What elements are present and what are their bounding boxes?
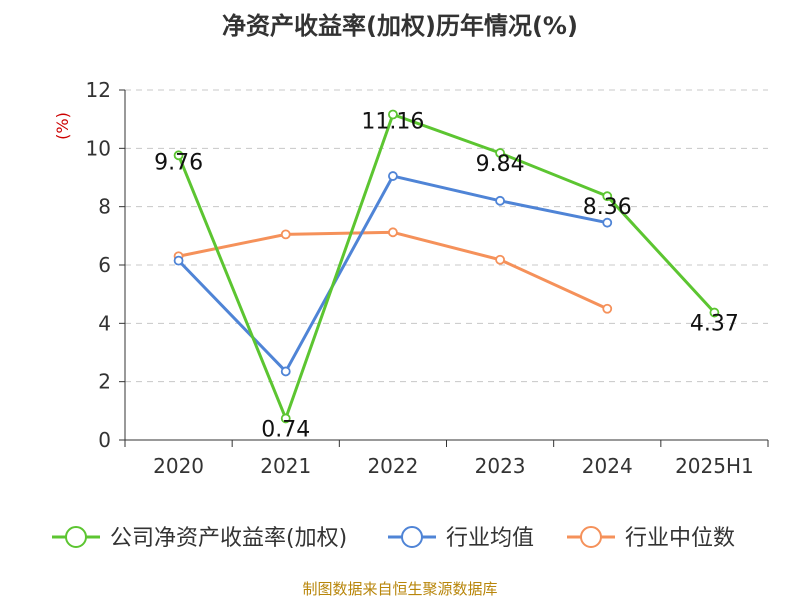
series-1-point-2021 <box>280 366 291 377</box>
series-2-point-2023 <box>495 254 505 265</box>
y-tick-label-6: 6 <box>98 253 111 277</box>
legend-label-1: 行业均值 <box>446 526 534 551</box>
series-0-point-2025H1 <box>709 307 720 318</box>
y-axis-label: (%) <box>53 112 72 140</box>
data-label-2020: 9.76 <box>154 150 203 175</box>
series-1 <box>173 171 613 377</box>
y-tick-label-0: 0 <box>98 428 111 452</box>
data-label-2025H1: 4.37 <box>690 312 739 337</box>
data-label-2023: 9.84 <box>476 152 525 177</box>
legend-swatch-marker-1 <box>401 526 423 548</box>
chart-title: 净资产收益率(加权)历年情况(%) <box>222 12 578 40</box>
data-labels: 9.76 0.74 11.16 9.84 8.36 4.37 <box>154 110 739 443</box>
legend-swatch-marker-2 <box>580 526 602 548</box>
legend-swatch-marker-0 <box>65 526 87 548</box>
series-2 <box>173 227 613 314</box>
series-lines <box>173 109 720 424</box>
series-1-point-2020 <box>173 255 184 266</box>
x-tick-label-2021: 2021 <box>260 454 311 478</box>
series-0 <box>173 109 720 424</box>
axes: 0 2 4 6 8 10 12 2020 2021 2022 2023 2024 2025H1 <box>86 78 769 478</box>
legend-label-0: 公司净资产收益率(加权) <box>110 526 347 551</box>
data-label-2022: 11.16 <box>361 110 424 135</box>
data-label-2021: 0.74 <box>261 417 310 442</box>
series-line-1 <box>177 174 608 373</box>
series-0-point-2020 <box>173 150 184 161</box>
y-tick-label-8: 8 <box>98 195 111 219</box>
series-0-point-2024 <box>602 191 613 202</box>
series-1-point-2022 <box>388 171 398 181</box>
legend: 公司净资产收益率(加权) 行业均值 行业中位数 <box>52 526 735 551</box>
y-tick-label-12: 12 <box>86 78 111 102</box>
series-2-point-2022 <box>388 227 398 238</box>
series-2-point-2024 <box>602 303 613 314</box>
y-tick-label-10: 10 <box>86 136 111 160</box>
series-2-point-2021 <box>280 229 291 240</box>
data-label-2024: 8.36 <box>583 195 632 220</box>
legend-item-1: 行业均值 <box>388 526 534 551</box>
series-1-point-2023 <box>495 195 505 206</box>
series-0-point-2023 <box>495 148 505 158</box>
y-tick-label-2: 2 <box>98 370 111 394</box>
gridlines <box>125 89 768 383</box>
x-tick-label-2025H1: 2025H1 <box>675 454 754 478</box>
series-0-point-2022 <box>388 109 398 120</box>
legend-item-0: 公司净资产收益率(加权) <box>52 526 347 551</box>
y-tick-label-4: 4 <box>98 311 111 335</box>
series-line-2 <box>178 230 608 311</box>
series-0-point-2021 <box>280 413 291 424</box>
legend-label-2: 行业中位数 <box>625 526 735 551</box>
legend-item-2: 行业中位数 <box>567 526 735 551</box>
x-tick-label-2020: 2020 <box>153 454 204 478</box>
x-tick-label-2024: 2024 <box>582 454 633 478</box>
x-tick-label-2022: 2022 <box>367 454 418 478</box>
series-1-point-2024 <box>602 217 613 228</box>
x-tick-label-2023: 2023 <box>475 454 526 478</box>
source-note: 制图数据来自恒生聚源数据库 <box>302 580 497 598</box>
series-line-0 <box>177 113 716 420</box>
